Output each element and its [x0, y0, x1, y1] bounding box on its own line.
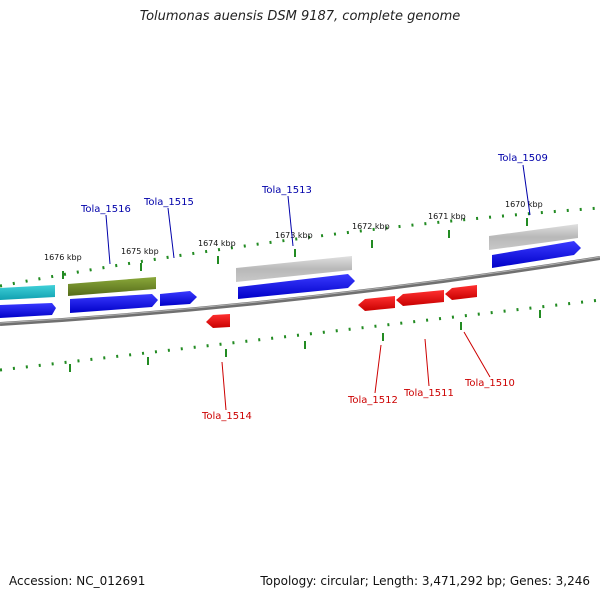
tick-label-1672: 1672 kbp — [352, 222, 390, 231]
tick-label-1676: 1676 kbp — [44, 253, 82, 262]
gene-1516[interactable] — [70, 294, 158, 313]
gene-label-1509: Tola_1509 — [497, 153, 548, 164]
gene-label-1516: Tola_1516 — [80, 204, 131, 215]
gene-forward-left[interactable] — [0, 303, 56, 318]
gene-label-1510: Tola_1510 — [464, 378, 515, 389]
leader-lines — [105, 164, 531, 411]
cyan-feature — [0, 285, 55, 300]
gene-1513[interactable] — [238, 274, 355, 299]
outer-tick-track — [0, 206, 600, 288]
accession-label: Accession: NC_012691 — [9, 574, 146, 588]
gene-label-1511: Tola_1511 — [403, 388, 454, 399]
gene-label-1515: Tola_1515 — [143, 197, 194, 208]
tick-label-1675: 1675 kbp — [121, 247, 159, 256]
gene-label-1514: Tola_1514 — [201, 411, 252, 422]
tick-label-1670: 1670 kbp — [505, 200, 543, 209]
olive-feature — [68, 277, 156, 296]
gene-1514[interactable] — [206, 314, 230, 328]
gray-feature-1509 — [489, 224, 578, 250]
inner-major-ticks — [69, 310, 541, 372]
map-title: Tolumonas auensis DSM 9187, complete gen… — [139, 9, 461, 24]
gene-1515[interactable] — [160, 291, 197, 306]
tick-label-1671: 1671 kbp — [428, 212, 466, 221]
forward-genes — [0, 241, 581, 318]
tick-label-1674: 1674 kbp — [198, 239, 236, 248]
reverse-genes — [206, 285, 477, 328]
feature-ring-outer — [0, 224, 578, 300]
gene-1511[interactable] — [396, 290, 444, 306]
gene-1512[interactable] — [358, 296, 395, 311]
gray-feature-1513 — [236, 256, 352, 282]
tick-label-1673: 1673 kbp — [275, 231, 313, 240]
gene-label-1512: Tola_1512 — [347, 395, 398, 406]
gene-1509[interactable] — [492, 241, 581, 268]
genome-backbone — [0, 256, 600, 326]
gene-1510[interactable] — [445, 285, 477, 300]
genome-stats: Topology: circular; Length: 3,471,292 bp… — [260, 574, 590, 588]
outer-major-ticks — [62, 218, 528, 279]
gene-label-1513: Tola_1513 — [261, 185, 312, 196]
